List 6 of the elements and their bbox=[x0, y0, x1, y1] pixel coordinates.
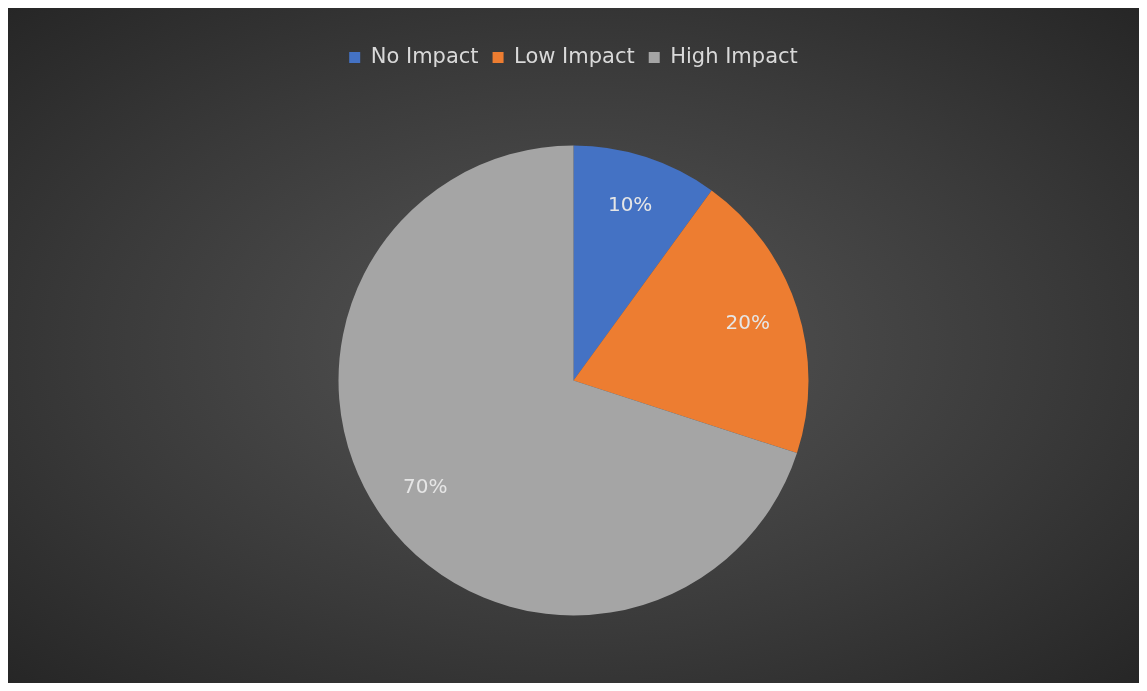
data-label: 20% bbox=[725, 310, 771, 335]
legend-label: No Impact bbox=[370, 43, 479, 68]
legend-label: High Impact bbox=[670, 43, 798, 68]
data-label: 10% bbox=[607, 192, 653, 217]
legend-label: Low Impact bbox=[514, 43, 635, 68]
data-label: 70% bbox=[402, 474, 448, 499]
